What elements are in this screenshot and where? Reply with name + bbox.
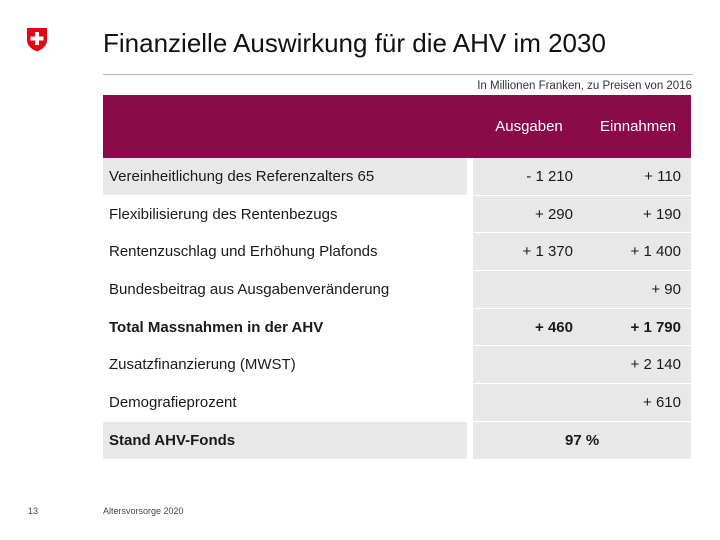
page-number: 13 bbox=[28, 506, 39, 516]
table-row: Zusatzfinanzierung (MWST) + 2 140 bbox=[103, 346, 691, 385]
cell-einnahmen: + 190 bbox=[585, 195, 691, 233]
title-divider bbox=[103, 74, 693, 75]
table-row: Flexibilisierung des Rentenbezugs + 290 … bbox=[103, 195, 691, 234]
row-label: Bundesbeitrag aus Ausgabenveränderung bbox=[109, 281, 390, 299]
table-row-total: Total Massnahmen in der AHV + 460 + 1 79… bbox=[103, 308, 691, 347]
cell-einnahmen: + 1 400 bbox=[585, 233, 691, 271]
row-label: Total Massnahmen in der AHV bbox=[109, 318, 324, 336]
cell-einnahmen: + 1 790 bbox=[585, 308, 691, 346]
cell-fonds-value: 97 % bbox=[473, 421, 691, 459]
unit-note: In Millionen Franken, zu Preisen von 201… bbox=[477, 80, 692, 92]
table-row: Vereinheitlichung des Referenzalters 65 … bbox=[103, 158, 691, 196]
row-label: Rentenzuschlag und Erhöhung Plafonds bbox=[109, 243, 378, 261]
cell-einnahmen: + 2 140 bbox=[473, 346, 691, 384]
table-row: Bundesbeitrag aus Ausgabenveränderung + … bbox=[103, 271, 691, 309]
column-header-ausgaben: Ausgaben bbox=[495, 118, 563, 135]
row-label: Stand AHV-Fonds bbox=[103, 421, 467, 459]
cell-ausgaben: + 460 bbox=[473, 308, 585, 346]
footer-text: Altersvorsorge 2020 bbox=[103, 506, 184, 516]
cell-ausgaben: + 1 370 bbox=[473, 233, 585, 271]
page-title: Finanzielle Auswirkung für die AHV im 20… bbox=[103, 28, 606, 58]
table-row-fonds: Stand AHV-Fonds 97 % bbox=[103, 421, 691, 460]
row-label: Flexibilisierung des Rentenbezugs bbox=[109, 205, 338, 223]
cell-ausgaben: + 290 bbox=[473, 195, 585, 233]
financial-impact-table: Ausgaben Einnahmen Vereinheitlichung des… bbox=[103, 95, 691, 460]
cell-einnahmen: + 610 bbox=[473, 384, 691, 421]
table-header: Ausgaben Einnahmen bbox=[103, 95, 691, 158]
cell-ausgaben: - 1 210 bbox=[473, 158, 585, 195]
row-label: Demografieprozent bbox=[109, 394, 237, 412]
table-row: Rentenzuschlag und Erhöhung Plafonds + 1… bbox=[103, 233, 691, 272]
column-header-einnahmen: Einnahmen bbox=[600, 118, 676, 135]
cell-einnahmen: + 110 bbox=[585, 158, 691, 195]
cell-einnahmen: + 90 bbox=[473, 271, 691, 308]
swiss-cross-icon bbox=[27, 28, 47, 52]
row-label: Zusatzfinanzierung (MWST) bbox=[109, 356, 296, 374]
table-row: Demografieprozent + 610 bbox=[103, 384, 691, 422]
row-label: Vereinheitlichung des Referenzalters 65 bbox=[103, 158, 467, 195]
